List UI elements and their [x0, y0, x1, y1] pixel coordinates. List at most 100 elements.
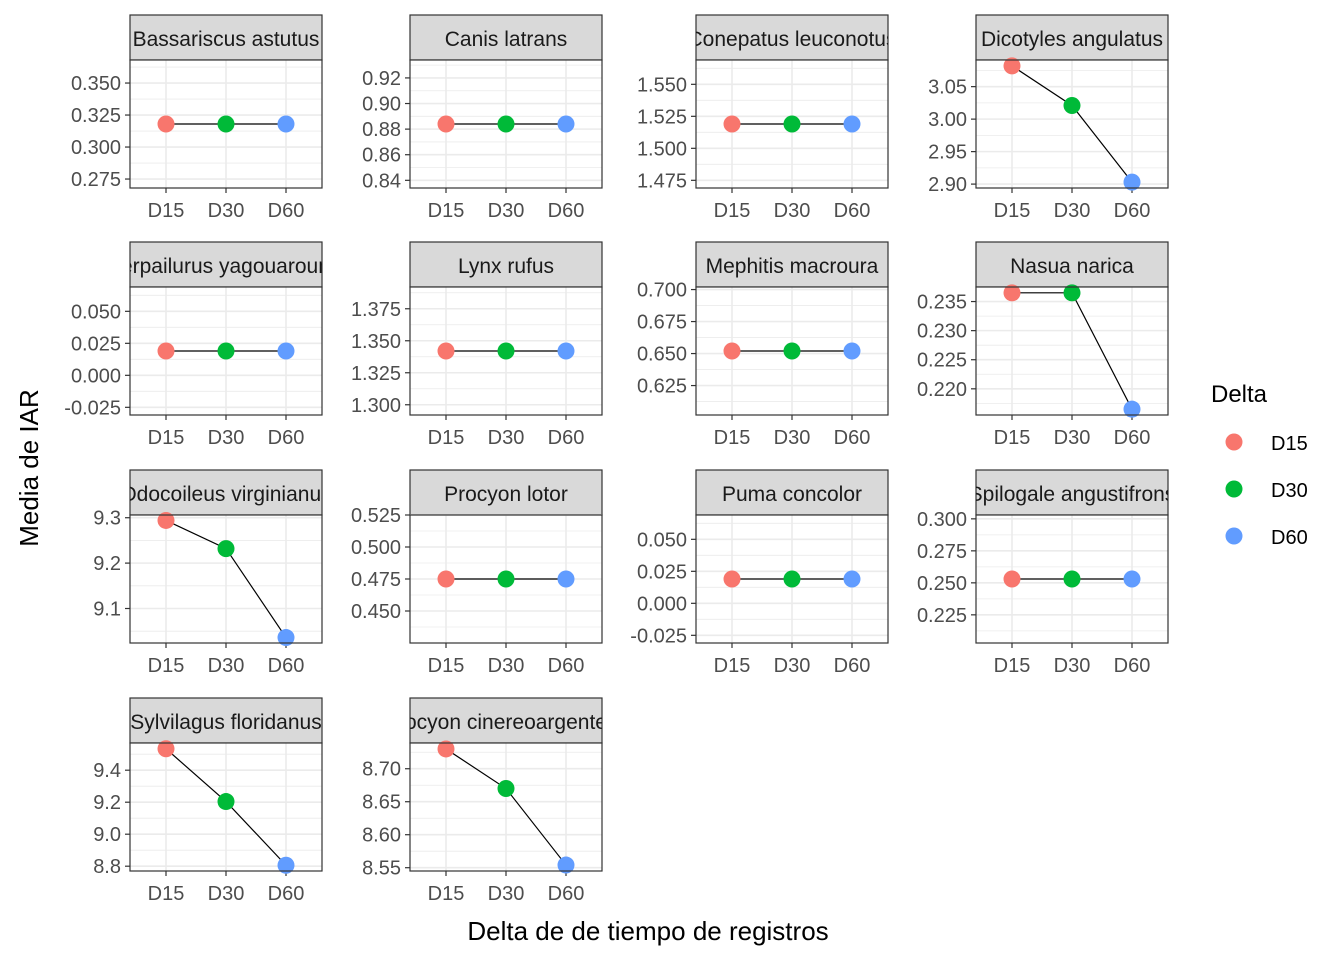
data-point-d15 — [723, 570, 741, 588]
data-point-d60 — [277, 629, 295, 647]
data-point-d60 — [277, 856, 295, 874]
legend-key-d60 — [1225, 527, 1243, 545]
facet-title: Sylvilagus floridanus — [130, 711, 321, 734]
x-tick-label: D30 — [774, 427, 811, 449]
legend-key-d15 — [1225, 433, 1243, 451]
facet-title: Odocoileus virginianus — [120, 483, 331, 506]
x-tick-label: D15 — [714, 655, 751, 677]
data-point-d60 — [277, 342, 295, 360]
x-tick-label: D60 — [268, 200, 305, 222]
y-tick-label: 2.90 — [928, 174, 967, 196]
y-tick-label: 0.225 — [917, 350, 967, 372]
data-point-d60 — [843, 570, 861, 588]
x-tick-label: D60 — [548, 883, 585, 905]
y-tick-label: 1.475 — [637, 170, 687, 192]
x-tick-label: D60 — [834, 427, 871, 449]
x-tick-label: D15 — [994, 200, 1031, 222]
data-point-d15 — [1003, 570, 1021, 588]
y-tick-label: 0.025 — [637, 561, 687, 583]
x-tick-label: D15 — [714, 200, 751, 222]
x-tick-label: D60 — [268, 427, 305, 449]
facet-strip — [695, 14, 889, 61]
data-point-d15 — [157, 511, 175, 529]
facet-panel: Procyon lotor 0.450 0.475 0.500 0.525 D15 D30 D… — [351, 469, 603, 677]
x-tick-label: D15 — [994, 427, 1031, 449]
y-tick-label: 1.375 — [351, 299, 401, 321]
facet-panel: Bassariscus astutus 0.275 0.300 0.325 0.350 D… — [71, 14, 323, 222]
y-tick-label: 0.220 — [917, 379, 967, 401]
x-tick-label: D15 — [148, 883, 185, 905]
y-tick-label: 0.050 — [71, 301, 121, 323]
data-point-d30 — [217, 540, 235, 558]
facet-title: Puma concolor — [722, 483, 862, 506]
facet-panel: Urocyon cinereoargenteus 8.55 8.60 8.65 8.70… — [362, 697, 629, 905]
y-tick-label: 3.00 — [928, 109, 967, 131]
y-tick-label: 8.60 — [362, 825, 401, 847]
x-tick-label: D60 — [548, 427, 585, 449]
data-point-d15 — [157, 342, 175, 360]
data-point-d30 — [217, 115, 235, 133]
facet-strip — [975, 241, 1169, 288]
x-tick-label: D30 — [1054, 200, 1091, 222]
x-tick-label: D30 — [488, 200, 525, 222]
facet-panel: Lynx rufus 1.300 1.325 1.350 1.375 D15 D30 D60 — [351, 241, 603, 449]
facet-title: Conepatus leuconotus — [688, 28, 897, 51]
data-point-d60 — [1123, 570, 1141, 588]
legend-label: D15 — [1271, 433, 1308, 455]
facet-panel: Conepatus leuconotus 1.475 1.500 1.525 1.550… — [637, 14, 897, 222]
y-tick-label: 0.84 — [362, 170, 401, 192]
data-point-d60 — [557, 570, 575, 588]
data-point-d30 — [1063, 570, 1081, 588]
y-tick-label: 0.300 — [917, 509, 967, 531]
data-point-d30 — [497, 115, 515, 133]
data-point-d15 — [437, 740, 455, 758]
x-tick-label: D60 — [834, 655, 871, 677]
x-tick-label: D60 — [548, 655, 585, 677]
y-tick-label: 1.350 — [351, 331, 401, 353]
data-point-d30 — [783, 570, 801, 588]
facet-strip — [129, 14, 323, 61]
x-tick-label: D15 — [148, 427, 185, 449]
y-tick-label: 0.325 — [71, 105, 121, 127]
data-point-d15 — [1003, 284, 1021, 302]
facet-strip — [409, 241, 603, 288]
facet-panel: Herpailurus yagouaroundi -0.025 0.000 0.025… — [64, 241, 347, 449]
y-tick-label: 9.4 — [93, 760, 121, 782]
data-point-d30 — [1063, 96, 1081, 114]
data-point-d30 — [217, 793, 235, 811]
x-tick-label: D15 — [148, 655, 185, 677]
y-tick-label: 0.235 — [917, 292, 967, 314]
panel-border — [409, 59, 603, 189]
y-tick-label: 0.275 — [917, 541, 967, 563]
facet-strip — [409, 469, 603, 516]
y-tick-label: 8.70 — [362, 759, 401, 781]
y-tick-label: 9.1 — [93, 599, 121, 621]
facet-title: Urocyon cinereoargenteus — [383, 711, 629, 734]
panel-border — [695, 286, 889, 416]
y-tick-label: 0.025 — [71, 333, 121, 355]
facet-title: Lynx rufus — [458, 255, 554, 278]
y-tick-label: 3.05 — [928, 77, 967, 99]
facet-title: Spilogale angustifrons — [969, 483, 1176, 506]
y-tick-label: 0.88 — [362, 119, 401, 141]
y-tick-label: 0.700 — [637, 280, 687, 302]
y-tick-label: 1.525 — [637, 106, 687, 128]
y-tick-label: 0.350 — [71, 73, 121, 95]
data-point-d60 — [277, 115, 295, 133]
y-tick-label: 0.86 — [362, 145, 401, 167]
facet-strip — [129, 469, 323, 516]
facet-strip — [409, 14, 603, 61]
facet-title: Herpailurus yagouaroundi — [106, 255, 347, 278]
x-tick-label: D15 — [428, 200, 465, 222]
data-point-d60 — [1123, 173, 1141, 191]
legend-title: Delta — [1211, 381, 1268, 408]
facet-panels: Bassariscus astutus 0.275 0.300 0.325 0.350 D… — [64, 14, 1176, 905]
y-tick-label: 8.8 — [93, 856, 121, 878]
x-tick-label: D60 — [268, 655, 305, 677]
data-point-d15 — [437, 115, 455, 133]
y-tick-label: 0.050 — [637, 529, 687, 551]
y-tick-label: 1.500 — [637, 138, 687, 160]
y-tick-label: 9.2 — [93, 792, 121, 814]
facet-strip — [695, 241, 889, 288]
